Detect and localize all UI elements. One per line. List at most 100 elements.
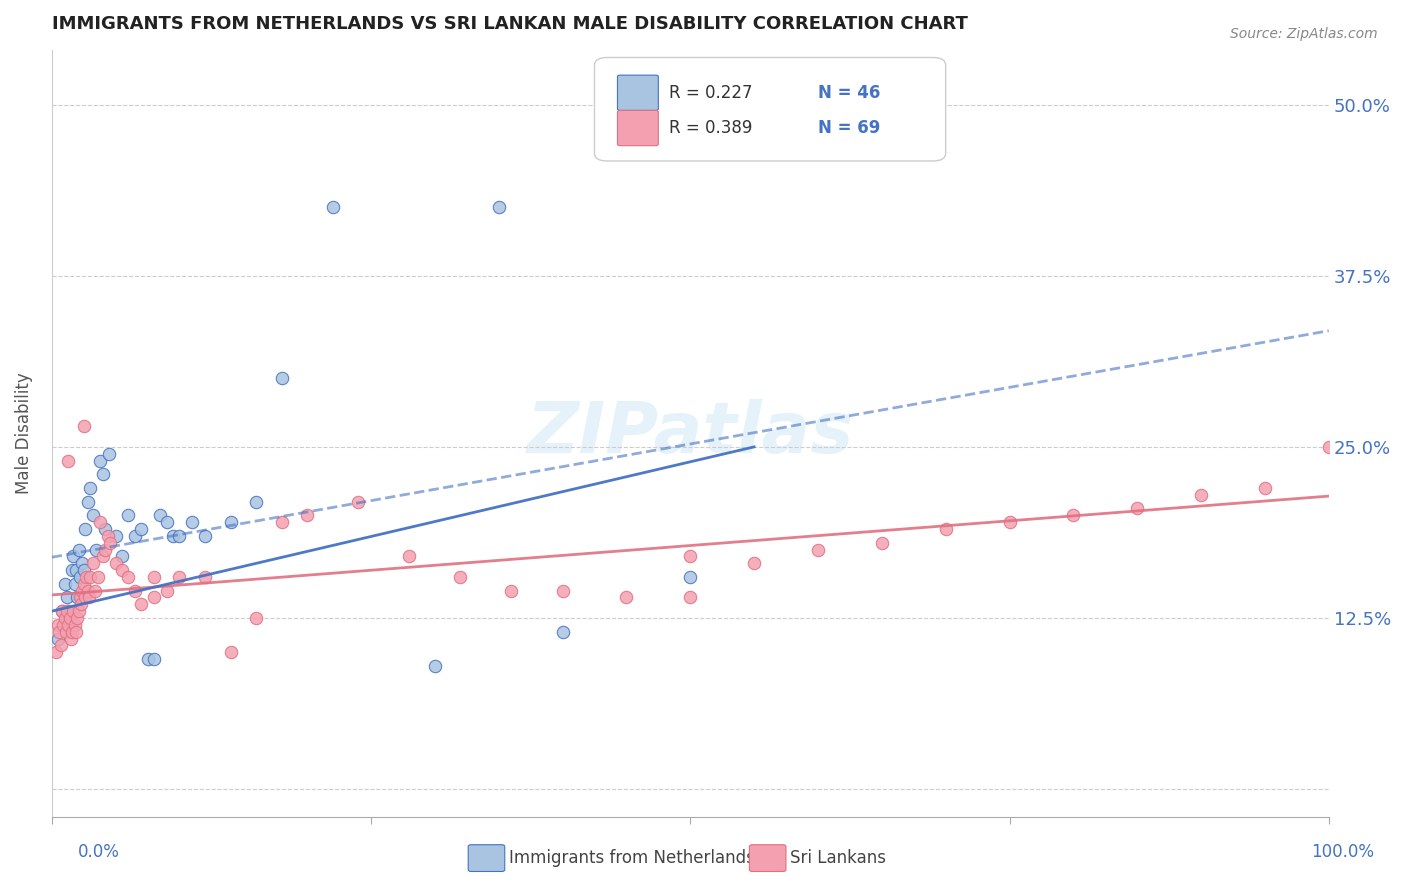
Point: [69, 570, 91, 584]
Point: [1062, 508, 1084, 523]
Point: [423, 659, 446, 673]
Point: [124, 529, 146, 543]
Point: [76, 583, 98, 598]
Point: [77, 591, 100, 605]
Point: [94, 542, 117, 557]
Text: 100.0%: 100.0%: [1312, 843, 1374, 861]
Point: [129, 522, 152, 536]
Point: [97, 529, 120, 543]
Point: [1254, 481, 1277, 495]
Y-axis label: Male Disability: Male Disability: [15, 372, 32, 494]
Point: [98, 447, 121, 461]
Point: [111, 563, 134, 577]
Point: [1317, 440, 1340, 454]
Point: [169, 570, 191, 584]
Point: [270, 515, 292, 529]
Point: [53, 611, 76, 625]
Point: [82, 556, 104, 570]
Point: [55, 624, 77, 639]
FancyBboxPatch shape: [617, 111, 658, 145]
Point: [551, 624, 574, 639]
Point: [63, 618, 86, 632]
Point: [194, 529, 217, 543]
Point: [129, 597, 152, 611]
Point: [58, 453, 80, 467]
Point: [51, 604, 73, 618]
Point: [136, 652, 159, 666]
Point: [89, 515, 111, 529]
Point: [91, 467, 114, 482]
Point: [46, 632, 69, 646]
Point: [449, 570, 471, 584]
Text: N = 46: N = 46: [818, 84, 880, 102]
Point: [58, 618, 80, 632]
Point: [65, 563, 87, 577]
Text: R = 0.227: R = 0.227: [668, 84, 752, 102]
Point: [66, 611, 89, 625]
Point: [117, 508, 139, 523]
Point: [65, 624, 87, 639]
Point: [60, 563, 83, 577]
Point: [70, 597, 93, 611]
Point: [117, 570, 139, 584]
Point: [322, 200, 344, 214]
Point: [398, 549, 420, 564]
Point: [86, 542, 108, 557]
Point: [56, 604, 79, 618]
Point: [1126, 501, 1149, 516]
Point: [245, 611, 267, 625]
Point: [73, 563, 96, 577]
Point: [142, 570, 165, 584]
Point: [49, 639, 72, 653]
Point: [79, 570, 101, 584]
Point: [62, 549, 84, 564]
Point: [219, 645, 242, 659]
Text: Source: ZipAtlas.com: Source: ZipAtlas.com: [1230, 27, 1378, 41]
Point: [94, 522, 117, 536]
Point: [124, 583, 146, 598]
Point: [742, 556, 765, 570]
Point: [75, 570, 97, 584]
Point: [104, 529, 127, 543]
Point: [67, 542, 90, 557]
Point: [51, 604, 73, 618]
Point: [58, 604, 80, 618]
Point: [181, 515, 204, 529]
Point: [142, 591, 165, 605]
Point: [59, 632, 82, 646]
Point: [870, 535, 893, 549]
Point: [149, 508, 172, 523]
Text: ZIPatlas: ZIPatlas: [527, 399, 853, 467]
Point: [62, 604, 84, 618]
Point: [679, 570, 702, 584]
Point: [488, 200, 510, 214]
Point: [72, 556, 94, 570]
Text: R = 0.389: R = 0.389: [668, 119, 752, 137]
Point: [142, 652, 165, 666]
Point: [60, 624, 83, 639]
Point: [72, 583, 94, 598]
Point: [245, 494, 267, 508]
Point: [87, 570, 110, 584]
Point: [100, 535, 122, 549]
Point: [551, 583, 574, 598]
Point: [1189, 488, 1212, 502]
Point: [679, 549, 702, 564]
Point: [82, 508, 104, 523]
Text: Immigrants from Netherlands: Immigrants from Netherlands: [509, 849, 755, 867]
Point: [616, 591, 638, 605]
Point: [169, 529, 191, 543]
Point: [45, 645, 67, 659]
Point: [89, 453, 111, 467]
FancyBboxPatch shape: [617, 75, 658, 111]
Point: [59, 618, 82, 632]
Point: [52, 618, 75, 632]
Point: [111, 549, 134, 564]
Point: [73, 419, 96, 434]
Point: [73, 576, 96, 591]
Point: [998, 515, 1021, 529]
Point: [73, 591, 96, 605]
Point: [53, 576, 76, 591]
Point: [162, 529, 184, 543]
Point: [48, 624, 70, 639]
